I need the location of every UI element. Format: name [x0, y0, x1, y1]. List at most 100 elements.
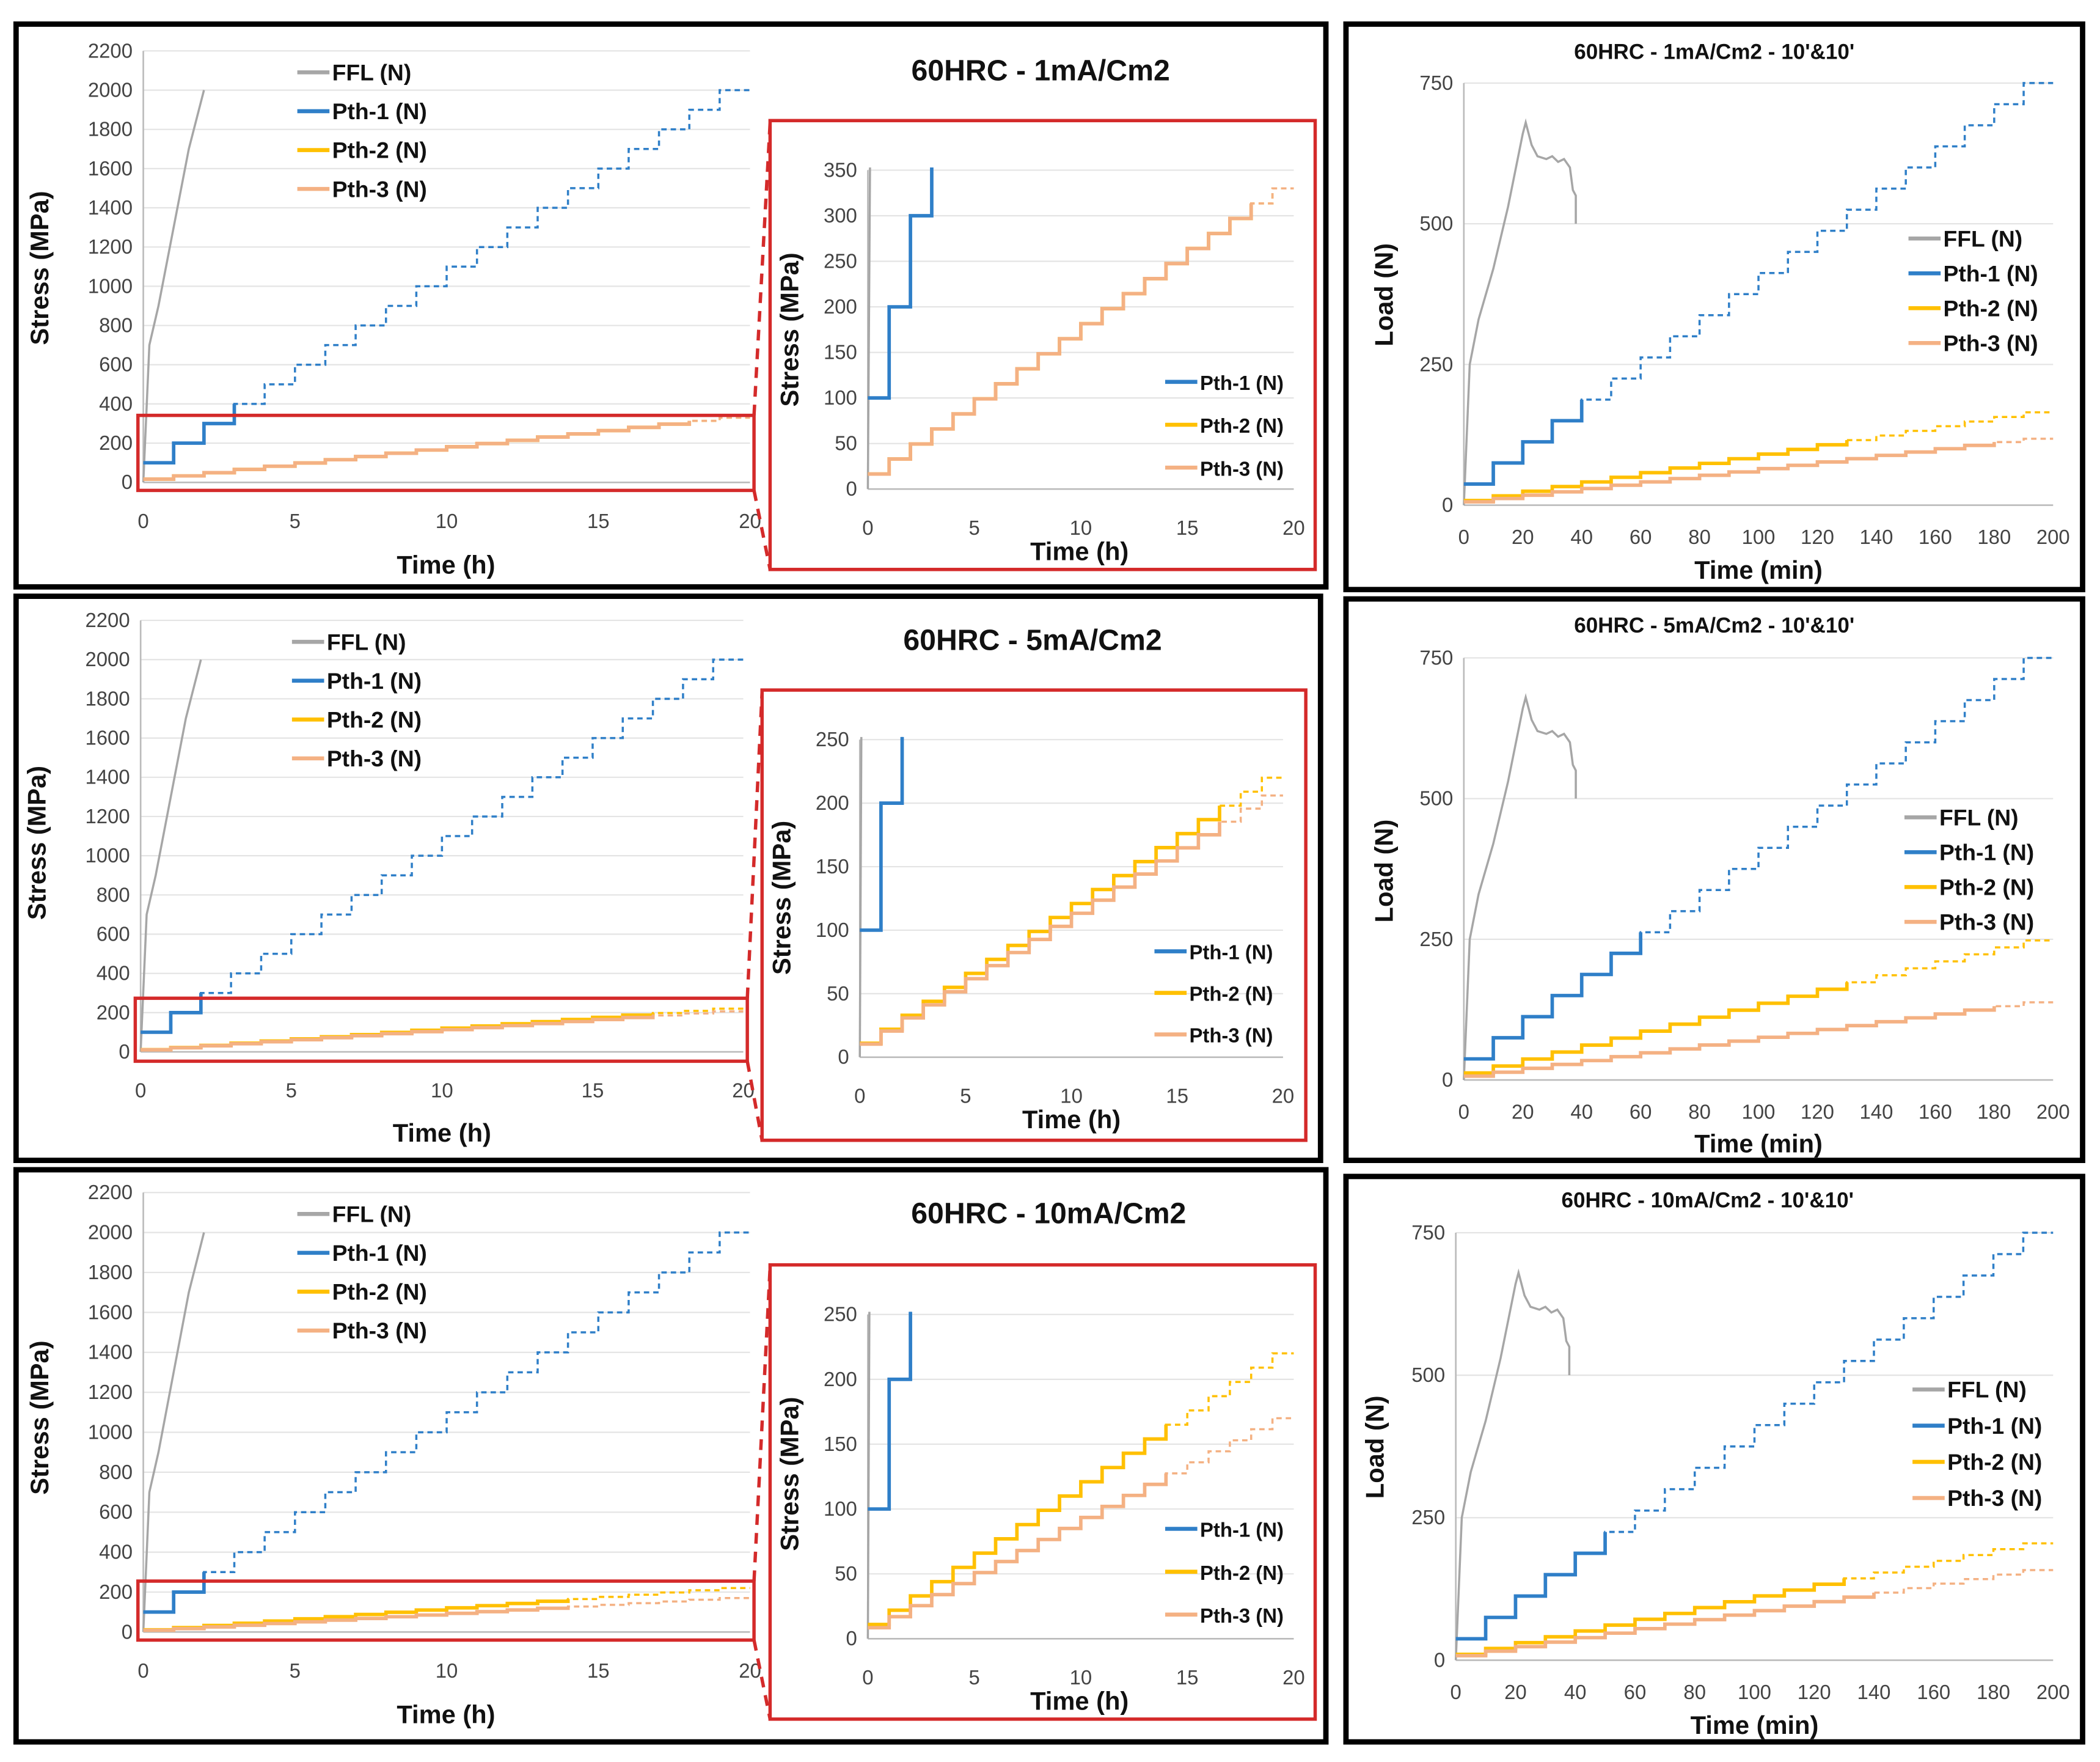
- series-step-pth-3-n: [868, 1473, 1168, 1630]
- y-tick-label: 0: [119, 1040, 130, 1063]
- x-tick-label: 40: [1564, 1681, 1587, 1703]
- legend-label-pth-2-n: Pth-2 (N): [332, 138, 427, 163]
- x-tick-label: 10: [436, 1659, 458, 1682]
- series-line-ffl-n: [1463, 692, 1577, 1081]
- series-step-pth-3-n: [143, 1606, 570, 1632]
- y-axis-label: Stress (MPa): [25, 1340, 54, 1494]
- y-tick-label: 400: [99, 1541, 133, 1563]
- chart-title: 60HRC - 5mA/Cm2 - 10'&10': [1574, 614, 1854, 637]
- x-tick-label: 140: [1857, 1681, 1891, 1703]
- y-tick-label: 250: [824, 1303, 857, 1326]
- y-tick-label: 800: [99, 1461, 133, 1483]
- chart-title: 60HRC - 1mA/Cm2: [911, 54, 1169, 87]
- y-tick-label: 0: [122, 1620, 133, 1643]
- series-step-extrapolated-pth-1-n: [1580, 82, 2054, 421]
- y-tick-label: 2000: [85, 648, 130, 670]
- chart-title: 60HRC - 5mA/Cm2: [903, 623, 1162, 656]
- x-tick-label: 0: [137, 510, 148, 532]
- legend-label-pth-3-n: Pth-3 (N): [332, 1318, 427, 1343]
- chart-1: 0200400600800100012001400160018002000220…: [25, 39, 1170, 579]
- series-step-extrapolated-pth-2-n: [566, 1587, 750, 1602]
- x-tick-label: 80: [1683, 1681, 1706, 1703]
- y-tick-label: 200: [824, 1368, 857, 1390]
- y-tick-label: 0: [846, 477, 857, 500]
- y-tick-label: 1200: [88, 1381, 133, 1403]
- series-step-pth-3-n: [141, 1015, 655, 1052]
- panel-row2-left: [13, 593, 1323, 1163]
- y-tick-label: 750: [1411, 1221, 1445, 1244]
- x-axis-label: Time (min): [1694, 1129, 1823, 1158]
- panel-row1-right: [1343, 21, 2085, 593]
- y-tick-label: 2000: [88, 78, 133, 101]
- y-tick-label: 600: [97, 922, 130, 945]
- series-step-pth-2-n: [1455, 1578, 1846, 1656]
- x-tick-label: 15: [1166, 1084, 1188, 1107]
- y-tick-label: 1000: [88, 274, 133, 297]
- legend-label-pth-2-n: Pth-2 (N): [1200, 1562, 1284, 1584]
- x-tick-label: 80: [1688, 1101, 1711, 1123]
- y-tick-label: 1400: [85, 766, 130, 788]
- y-tick-label: 100: [824, 1497, 857, 1520]
- y-tick-label: 150: [816, 855, 849, 878]
- y-tick-label: 1800: [85, 687, 130, 710]
- x-tick-label: 100: [1742, 526, 1776, 548]
- x-tick-label: 15: [582, 1079, 604, 1102]
- y-tick-label: 0: [1442, 493, 1453, 516]
- series-step-pth-1-n: [1463, 932, 1643, 1061]
- x-axis-label: Time (h): [1030, 537, 1129, 565]
- x-tick-label: 160: [1919, 1101, 1952, 1123]
- x-tick-label: 100: [1738, 1681, 1771, 1703]
- y-tick-label: 200: [99, 1580, 133, 1603]
- legend-label-ffl-n: FFL (N): [327, 629, 406, 655]
- series-step-extrapolated-pth-1-n: [203, 1231, 750, 1592]
- y-tick-label: 250: [1411, 1506, 1445, 1529]
- connector-line: [752, 1267, 772, 1582]
- series-step-extrapolated-pth-2-n: [1843, 1542, 2054, 1585]
- series-line-ffl-n: [866, 167, 871, 490]
- y-axis-label: Stress (MPa): [23, 766, 51, 920]
- zoom-highlights: [133, 119, 1317, 1721]
- series-step-pth-1-n: [868, 167, 934, 400]
- x-tick-label: 0: [862, 1666, 873, 1689]
- series-step-pth-3-n: [1455, 1592, 1876, 1657]
- y-tick-label: 400: [99, 392, 133, 415]
- connector-line: [745, 692, 764, 999]
- y-axis-label: Load (N): [1370, 820, 1399, 923]
- x-tick-label: 5: [960, 1084, 971, 1107]
- legend-label-pth-3-n: Pth-3 (N): [1939, 909, 2034, 935]
- y-tick-label: 800: [99, 314, 133, 337]
- series-group: [866, 167, 1294, 490]
- y-tick-label: 2200: [88, 1181, 133, 1203]
- legend-label-ffl-n: FFL (N): [1944, 226, 2023, 251]
- connector-line: [752, 490, 772, 570]
- y-tick-label: 500: [1411, 1364, 1445, 1386]
- y-tick-label: 2200: [88, 39, 133, 62]
- y-axis-label: Load (N): [1360, 1395, 1389, 1499]
- x-tick-label: 0: [1458, 1101, 1469, 1123]
- legend-label-pth-2-n: Pth-2 (N): [1189, 983, 1273, 1005]
- x-tick-label: 20: [1282, 516, 1305, 539]
- x-tick-label: 20: [1512, 526, 1534, 548]
- x-tick-label: 10: [1060, 1084, 1083, 1107]
- legend-label-pth-2-n: Pth-2 (N): [1200, 414, 1284, 437]
- y-tick-label: 250: [1419, 353, 1453, 375]
- series-step-pth-2-n: [1463, 982, 1849, 1075]
- series-step-pth-3-n: [1463, 442, 1996, 504]
- y-tick-label: 1200: [85, 805, 130, 828]
- series-line-ffl-n: [139, 659, 202, 1052]
- legend-label-pth-3-n: Pth-3 (N): [1200, 457, 1284, 480]
- series-step-pth-3-n: [868, 203, 1253, 476]
- series-group: [1463, 82, 2054, 505]
- chart-2: 0 50 100 150 200 250 300 350 0 5 10 15 20 Time (h) Str…: [775, 158, 1305, 565]
- legend-label-pth-2-n: Pth-2 (N): [1939, 875, 2034, 900]
- y-tick-label: 800: [97, 883, 130, 906]
- y-tick-label: 0: [1434, 1648, 1445, 1671]
- y-tick-label: 50: [827, 982, 849, 1005]
- x-tick-label: 160: [1917, 1681, 1950, 1703]
- x-tick-label: 200: [2036, 526, 2070, 548]
- series-step-extrapolated-pth-3-n: [688, 416, 750, 424]
- inset-frame-row1: [768, 119, 1317, 571]
- y-tick-label: 1800: [88, 1261, 133, 1283]
- legend-label-pth-3-n: Pth-3 (N): [1947, 1485, 2042, 1511]
- x-tick-label: 200: [2036, 1681, 2070, 1703]
